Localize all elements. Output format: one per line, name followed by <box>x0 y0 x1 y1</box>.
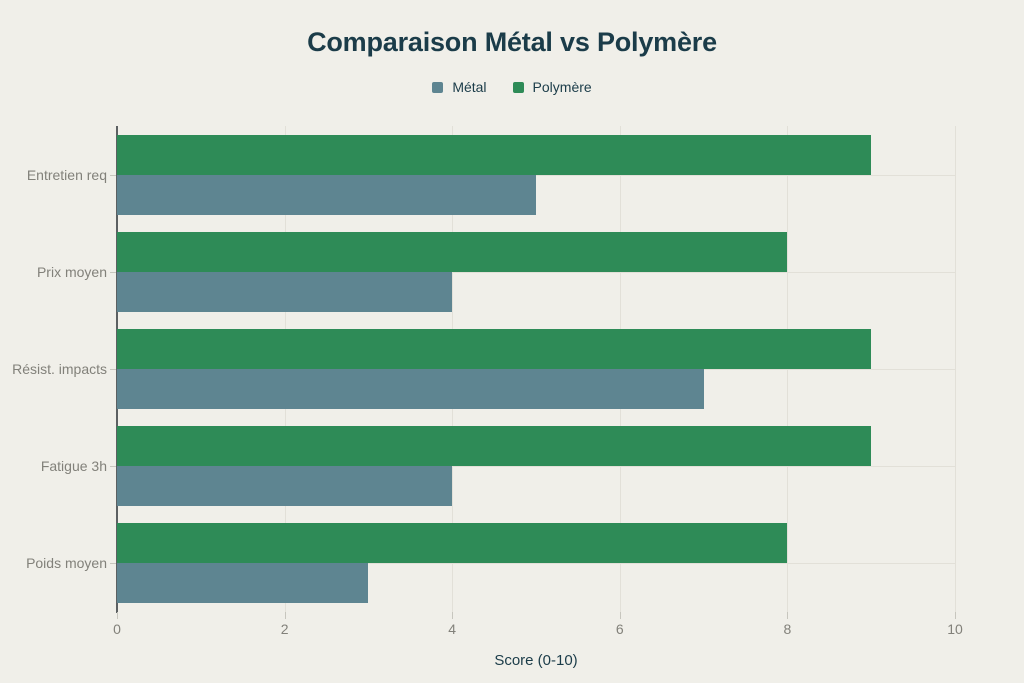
chart-title: Comparaison Métal vs Polymère <box>307 27 717 57</box>
legend-swatch-polymere-icon <box>512 81 524 93</box>
y-tick-mark <box>110 271 116 273</box>
gridline-horizontal <box>117 174 955 176</box>
x-tick-mark <box>787 612 789 619</box>
y-axis-category-labels: Entretien req Prix moyen Résist. impacts Fa… <box>0 126 107 612</box>
x-tick-label: 4 <box>448 621 457 637</box>
bar-metal <box>117 563 369 604</box>
bar-metal <box>117 174 536 215</box>
category-label: Résist. impacts <box>12 361 107 377</box>
gridline-horizontal <box>117 563 955 565</box>
chart-legend: Métal Polymère <box>0 79 1024 95</box>
bar-metal <box>117 466 453 507</box>
gridline-vertical <box>955 126 956 612</box>
bar-polymere <box>117 329 872 369</box>
legend-label-metal: Métal <box>452 79 487 95</box>
bar-polymere <box>117 523 788 564</box>
x-tick-mark <box>284 612 286 619</box>
x-tick-mark <box>619 612 621 619</box>
x-tick-label: 0 <box>113 621 121 637</box>
x-tick-mark <box>117 612 118 619</box>
y-tick-mark <box>110 369 116 370</box>
gridline-horizontal <box>117 271 955 273</box>
category-label: Poids moyen <box>26 555 107 572</box>
x-axis-title: Score (0-10) <box>494 652 578 669</box>
legend-label-polymere: Polymère <box>532 79 592 95</box>
x-tick-mark <box>452 612 454 619</box>
legend-swatch-metal-icon <box>432 81 444 93</box>
bar-polymere <box>117 231 788 272</box>
x-tick-label: 10 <box>947 621 963 637</box>
plot-area <box>110 126 956 619</box>
y-tick-mark <box>110 563 116 565</box>
category-label: Prix moyen <box>36 263 107 280</box>
y-tick-mark <box>110 466 116 468</box>
category-label: Fatigue 3h <box>40 458 107 475</box>
x-tick-mark <box>955 612 956 619</box>
x-tick-label: 2 <box>280 621 289 637</box>
bar-polymere <box>117 426 872 467</box>
bar-metal <box>117 369 704 409</box>
bar-metal <box>117 271 453 312</box>
x-tick-label: 8 <box>783 621 792 637</box>
x-axis-tick-labels: 0 2 4 6 8 10 <box>113 621 963 639</box>
x-tick-label: 6 <box>615 621 624 637</box>
legend-item-polymere: Polymère <box>512 79 592 95</box>
bar-polymere <box>117 134 872 175</box>
legend-item-metal: Métal <box>432 79 487 95</box>
category-label: Entretien req <box>26 166 107 183</box>
y-tick-mark <box>110 174 116 176</box>
gridline-horizontal <box>117 466 955 468</box>
